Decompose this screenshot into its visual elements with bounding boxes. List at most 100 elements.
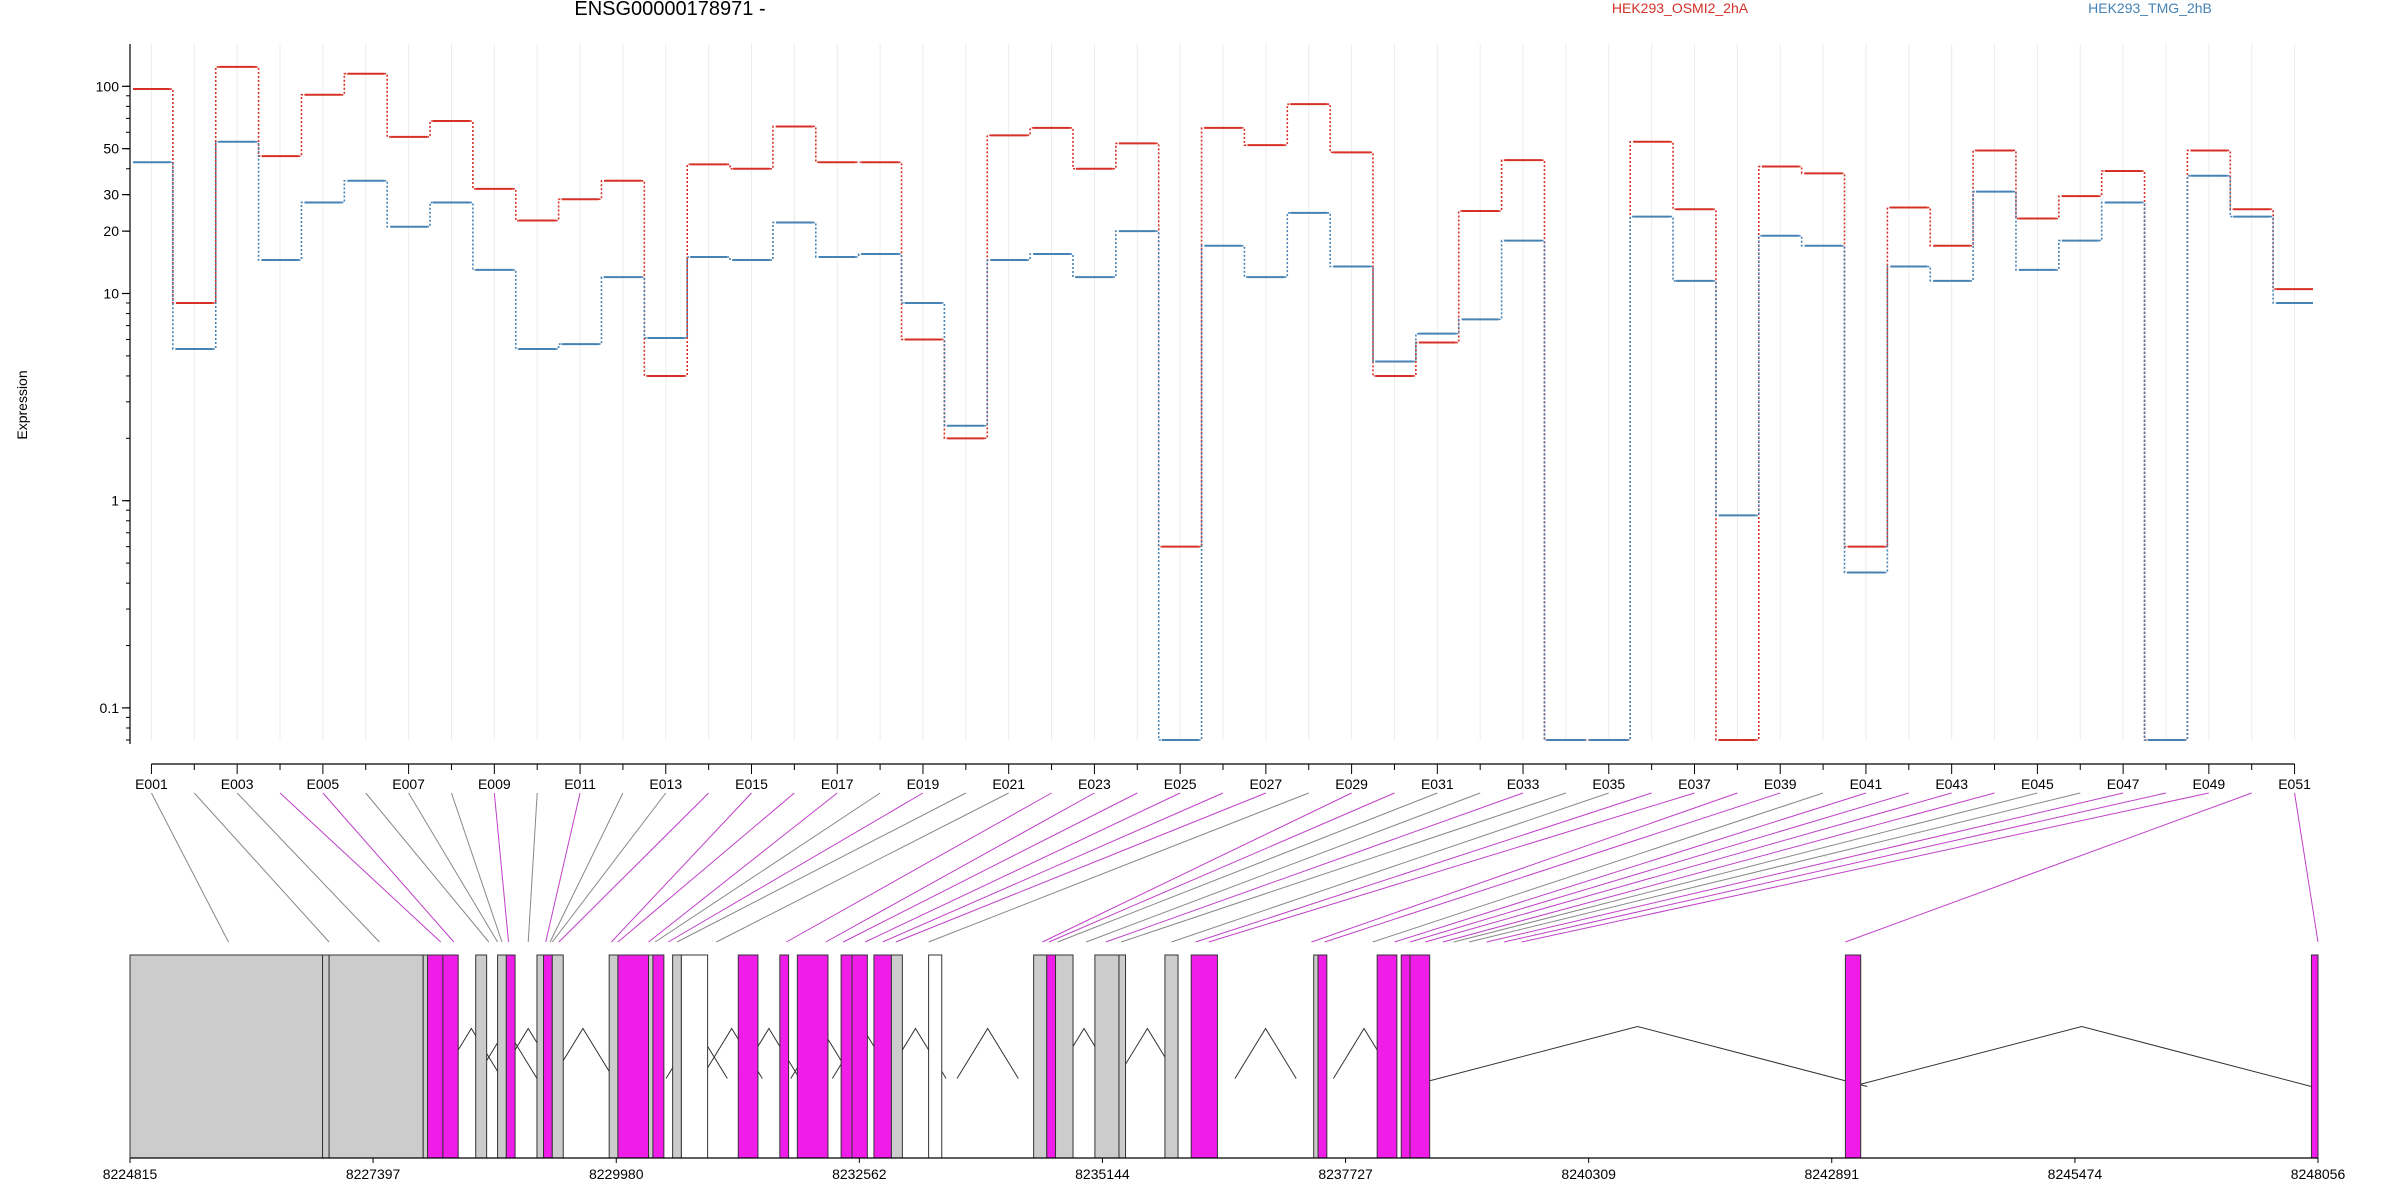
chart-title: ENSG00000178971 - [574,0,766,20]
exon-connector [545,792,581,943]
series-connector [2184,174,2191,741]
exon-connector [1521,792,2209,943]
exon-connector [236,792,380,943]
exon-bin [617,954,650,1159]
exon-connector [551,792,667,943]
junction-arc [1851,1025,2312,1087]
series-connector [512,188,519,222]
series-connector [1370,151,1377,377]
exon-connector [1208,792,1695,943]
exon-connector [843,792,1138,943]
series-connector [2141,170,2148,741]
series-connector [469,201,476,271]
series-connector [1069,253,1076,278]
series-1 [133,140,2313,741]
exon-bin [890,954,903,1159]
y-tick-label: 50 [103,141,119,157]
x-tick-label: E035 [1592,776,1625,792]
series-connector [812,125,819,164]
exon-connectors [150,792,2319,943]
series-connector [2098,201,2105,242]
exon-bin [779,954,790,1159]
x-tick-label: E039 [1764,776,1797,792]
exon-bin [796,954,829,1159]
exon-bin [1190,954,1218,1159]
x-tick-label: E041 [1850,776,1883,792]
series-connector [2055,239,2062,271]
series-connector [255,140,262,261]
exon-connector [1503,792,2167,943]
junction-arc [956,1027,1019,1079]
series-connector [1284,103,1291,146]
exon-connector [1324,792,1781,943]
x-tick-label: E033 [1507,776,1540,792]
series-connector [2141,201,2148,741]
genomic-tick-label: 8240309 [1561,1166,1616,1182]
series-connector [1755,234,1762,517]
genomic-tick-label: 8227397 [346,1166,401,1182]
series-connector [598,179,605,201]
exon-connector [1121,792,1567,943]
exon-connector [450,792,503,943]
x-tick-label: E025 [1164,776,1197,792]
exon-connector [1486,792,2124,943]
junction-arc [1234,1027,1297,1079]
legend-series-b: HEK293_TMG_2hB [2088,0,2212,16]
series-connector [2012,190,2019,271]
genomic-tick-label: 8248056 [2291,1166,2346,1182]
series-connector [1627,215,1634,741]
exon-bin [928,954,943,1159]
series-connector [1884,265,1891,574]
series-connector [727,163,734,170]
x-tick-label: E037 [1678,776,1711,792]
exon-connector [1311,792,1738,943]
exon-bin [680,954,709,1159]
series-connector [2270,215,2277,304]
x-tick-label: E009 [478,776,511,792]
series-connector [898,253,905,304]
exon-bin [551,954,564,1159]
series-connector [1455,318,1462,335]
series-connector [898,161,905,341]
x-tick-label: E011 [564,776,596,792]
series-connector [427,201,434,228]
series-connector [1884,206,1891,548]
exon-connector [1468,792,2081,943]
series-connector [555,343,562,350]
x-tick-label: E027 [1250,776,1283,792]
genomic-tick-label: 8235144 [1075,1166,1130,1182]
genomic-tick-label: 8242891 [1804,1166,1859,1182]
x-tick-label: E019 [907,776,940,792]
series-connector [1327,103,1334,154]
exon-connector [322,792,455,943]
exon-connector [365,792,490,943]
series-connector [1798,165,1805,175]
series-connector [341,72,348,96]
series-connector [2270,208,2277,290]
series-connector [255,66,262,157]
x-tick-label: E005 [307,776,340,792]
exon-connector [676,792,967,943]
exon-connector [1394,792,1867,943]
exon-bin [1094,954,1120,1159]
series-connector [1970,149,1977,247]
series-connector [384,179,391,228]
x-tick-label: E001 [135,776,168,792]
x-tick-label: E045 [2021,776,2054,792]
exon-connector [193,792,330,943]
exon-bin [851,954,868,1159]
vertical-grid [150,44,2296,740]
exon-bin [328,954,424,1159]
series-connector [212,140,219,350]
series-connector [1841,244,1848,574]
series-connector [598,276,605,345]
exon-bin [427,954,444,1159]
series-connector [427,120,434,138]
exon-connector [1409,792,1909,943]
gene-model [129,954,2319,1159]
x-tick-label: E051 [2278,776,2311,792]
series-connector [1541,239,1548,741]
series-connector [469,120,476,190]
exon-connector [558,792,709,943]
y-tick-label: 20 [103,223,119,239]
